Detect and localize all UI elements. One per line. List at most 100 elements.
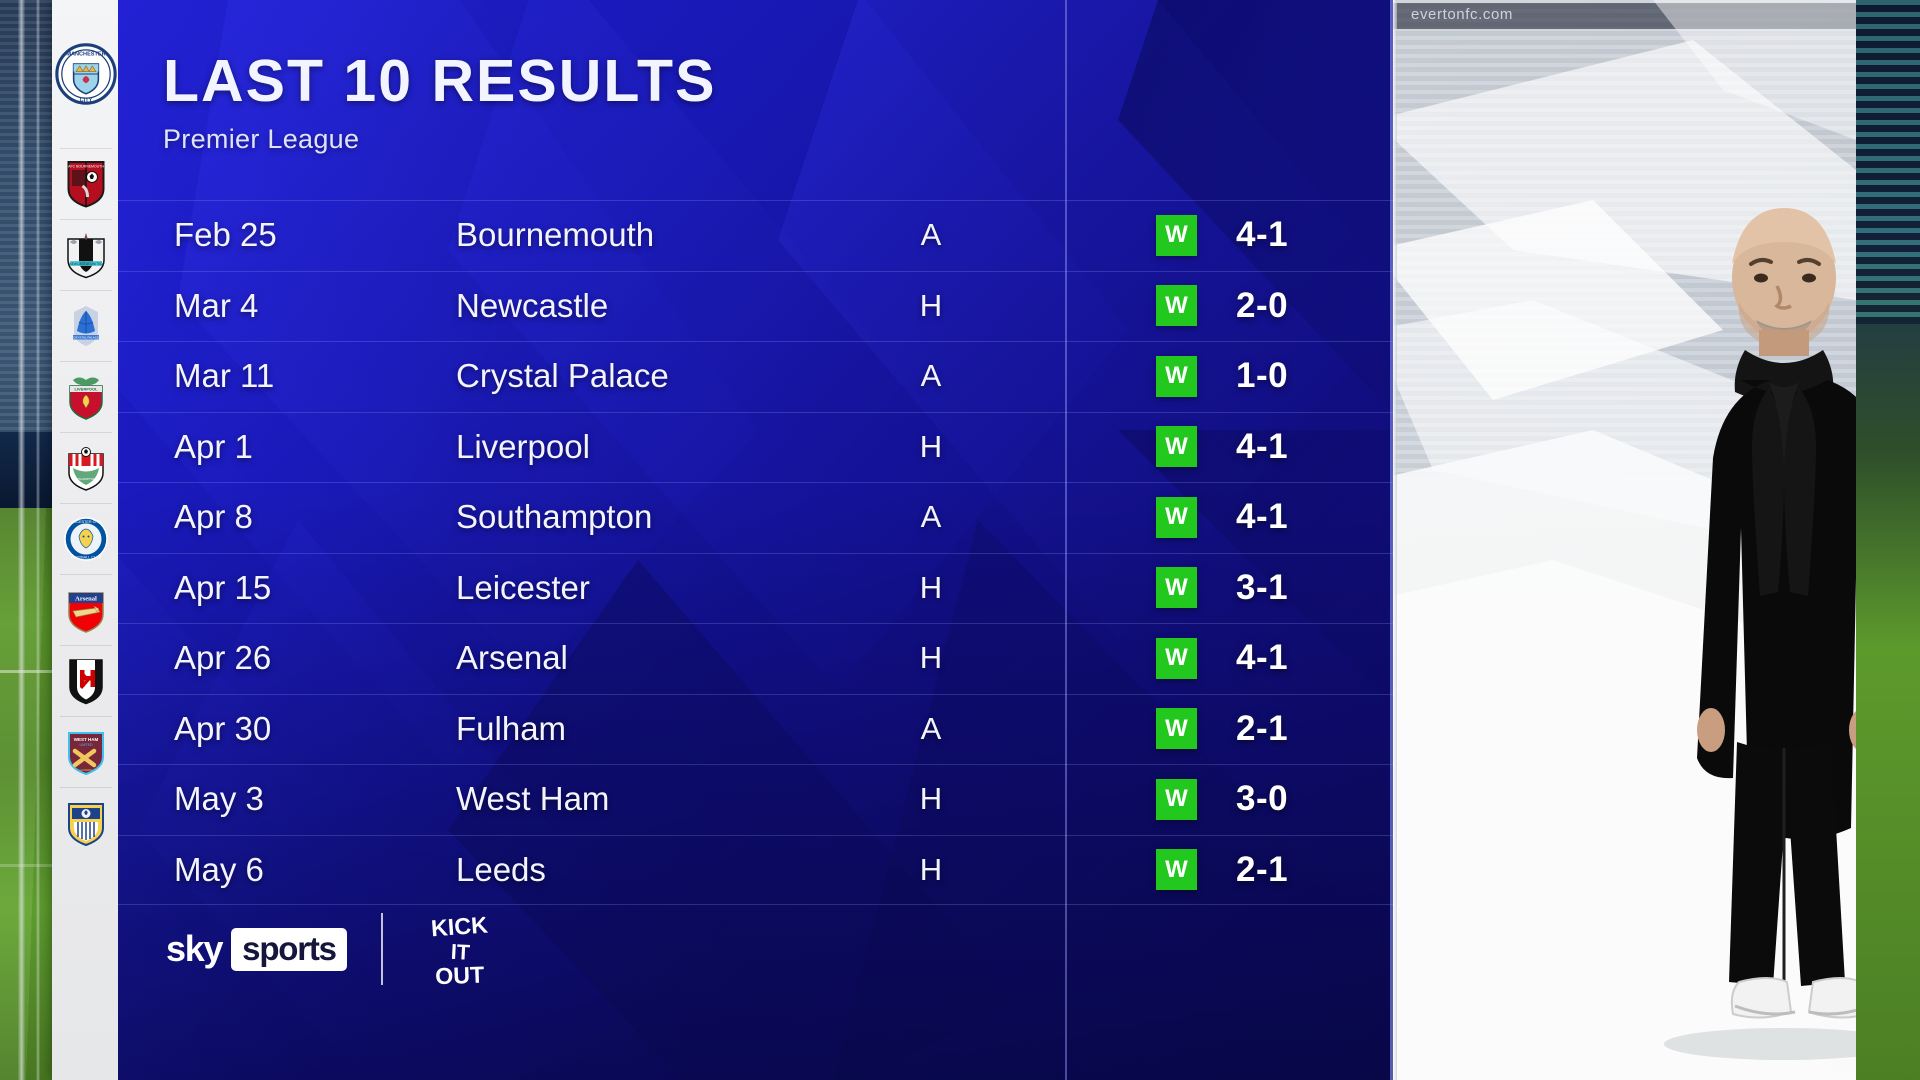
svg-text:NEWCASTLE UNITED: NEWCASTLE UNITED <box>69 262 103 266</box>
sky-sports-logo: sky sports <box>166 927 347 971</box>
table-row[interactable]: Apr 15 Leicester H W 3-1 <box>118 552 1393 624</box>
cell-result: W <box>1156 849 1197 891</box>
table-row[interactable]: Apr 8 Southampton A W 4-1 <box>118 482 1393 553</box>
cell-date: Mar 11 <box>174 357 275 395</box>
presenter-panel: evertonfc.com <box>1393 0 1856 1080</box>
cell-opponent: Newcastle <box>456 286 609 324</box>
page-subtitle: Premier League <box>163 124 360 154</box>
table-row[interactable]: May 3 West Ham H W 3-0 <box>118 764 1393 835</box>
cell-result: W <box>1156 778 1197 820</box>
svg-text:FOOTBALL CLUB: FOOTBALL CLUB <box>71 555 102 559</box>
crest-item-arsenal[interactable]: Arsenal <box>52 574 120 645</box>
advert-board-text: evertonfc.com <box>1411 6 1514 23</box>
table-row[interactable]: Apr 26 Arsenal H W 4-1 <box>118 623 1393 694</box>
crest-item-leicester[interactable]: LEICESTER CITY FOOTBALL CLUB <box>52 503 120 574</box>
column-divider <box>1065 0 1067 1080</box>
cell-venue: H <box>919 569 943 605</box>
cell-opponent: Liverpool <box>456 427 590 465</box>
table-row[interactable]: Apr 1 Liverpool H W 4-1 <box>118 411 1393 483</box>
cell-result: W <box>1156 637 1197 679</box>
svg-text:MANCHESTER: MANCHESTER <box>66 51 105 57</box>
cell-venue: H <box>919 781 943 817</box>
svg-text:WEST HAM: WEST HAM <box>74 737 99 742</box>
sports-wordmark: sports <box>242 929 337 967</box>
svg-text:LONDON: LONDON <box>80 768 93 772</box>
cell-venue: A <box>920 217 942 253</box>
cell-score: 4-1 <box>1236 638 1289 678</box>
crest-item-crystal-palace[interactable]: CRYSTAL PALACE <box>52 290 120 361</box>
cell-venue: H <box>919 851 943 887</box>
status-badge-win: W <box>1156 214 1197 256</box>
svg-text:KICK: KICK <box>430 911 489 941</box>
status-badge-win: W <box>1156 778 1197 820</box>
cell-result: W <box>1156 567 1197 609</box>
cell-score: 4-1 <box>1236 426 1289 466</box>
svg-text:LEICESTER CITY: LEICESTER CITY <box>71 520 102 524</box>
svg-text:Arsenal: Arsenal <box>75 595 97 602</box>
panel-header: LAST 10 RESULTS Premier League <box>163 52 716 155</box>
liverpool-crest: LIVERPOOL <box>69 377 103 420</box>
table-row[interactable]: Feb 25 Bournemouth A W 4-1 <box>118 200 1393 271</box>
cell-opponent: West Ham <box>456 780 610 818</box>
crest-item-fulham[interactable] <box>52 645 120 716</box>
cell-opponent: Crystal Palace <box>456 357 669 395</box>
results-table: Feb 25 Bournemouth A W 4-1 Mar 4 Newcast… <box>118 200 1393 905</box>
cell-result: W <box>1156 285 1197 327</box>
crest-item-manchester-city[interactable]: MANCHESTER CITY <box>52 0 120 148</box>
svg-text:SOUTHAMPTON FC: SOUTHAMPTON FC <box>72 477 101 481</box>
cell-date: May 3 <box>174 780 264 818</box>
crest-item-newcastle[interactable]: NEWCASTLE UNITED <box>52 219 120 290</box>
status-badge-win: W <box>1156 849 1197 891</box>
status-badge-win: W <box>1156 637 1197 679</box>
crest-item-southampton[interactable]: SOUTHAMPTON FC <box>52 432 120 503</box>
table-row[interactable]: Mar 11 Crystal Palace A W 1-0 <box>118 341 1393 412</box>
svg-text:CITY: CITY <box>80 97 93 103</box>
right-stadium-sliver <box>1856 0 1920 1080</box>
manchester-city-crest: MANCHESTER CITY <box>55 43 117 105</box>
cell-venue: A <box>920 358 942 394</box>
cell-score: 4-1 <box>1236 215 1289 255</box>
svg-text:UNITED: UNITED <box>79 743 93 747</box>
status-badge-win: W <box>1156 426 1197 468</box>
advert-board: evertonfc.com <box>1393 3 1856 29</box>
cell-result: W <box>1156 355 1197 397</box>
cell-date: May 6 <box>174 850 264 888</box>
svg-text:OUT: OUT <box>435 962 485 990</box>
crest-item-leeds[interactable] <box>52 787 120 858</box>
cell-result: W <box>1156 426 1197 468</box>
cell-score: 2-0 <box>1236 285 1289 325</box>
cell-date: Apr 15 <box>174 568 272 606</box>
cell-opponent: Leeds <box>456 850 546 888</box>
crest-item-west-ham[interactable]: WEST HAM UNITED LONDON <box>52 716 120 787</box>
newcastle-crest: NEWCASTLE UNITED <box>67 232 105 278</box>
status-badge-win: W <box>1156 496 1197 538</box>
leeds-crest <box>68 802 104 846</box>
crest-item-bournemouth[interactable]: AFC BOURNEMOUTH <box>52 148 120 219</box>
table-row[interactable]: Mar 4 Newcastle H W 2-0 <box>118 270 1393 342</box>
cell-result: W <box>1156 708 1197 750</box>
cell-score: 2-1 <box>1236 708 1289 748</box>
cell-date: Apr 30 <box>174 709 272 747</box>
west-ham-crest: WEST HAM UNITED LONDON <box>68 731 104 775</box>
cell-result: W <box>1156 214 1197 256</box>
crest-item-liverpool[interactable]: LIVERPOOL <box>52 361 120 432</box>
brand-divider <box>380 913 383 985</box>
arsenal-crest: Arsenal <box>68 591 104 633</box>
cell-date: Feb 25 <box>174 216 277 254</box>
fulham-crest <box>69 658 103 704</box>
cell-opponent: Leicester <box>456 568 590 606</box>
leicester-crest: LEICESTER CITY FOOTBALL CLUB <box>64 516 108 561</box>
cell-venue: H <box>919 428 943 464</box>
table-row[interactable]: Apr 30 Fulham A W 2-1 <box>118 693 1393 765</box>
svg-text:AFC BOURNEMOUTH: AFC BOURNEMOUTH <box>68 164 104 168</box>
cell-score: 3-0 <box>1236 779 1289 819</box>
status-badge-win: W <box>1156 355 1197 397</box>
panel-left-edge <box>1393 0 1397 1080</box>
cell-date: Apr 8 <box>174 498 253 536</box>
svg-text:LIVERPOOL: LIVERPOOL <box>74 386 98 391</box>
cell-date: Apr 26 <box>174 639 272 677</box>
table-row[interactable]: May 6 Leeds H W 2-1 <box>118 834 1393 906</box>
cell-date: Mar 4 <box>174 286 259 324</box>
stadium-post <box>18 0 25 1080</box>
